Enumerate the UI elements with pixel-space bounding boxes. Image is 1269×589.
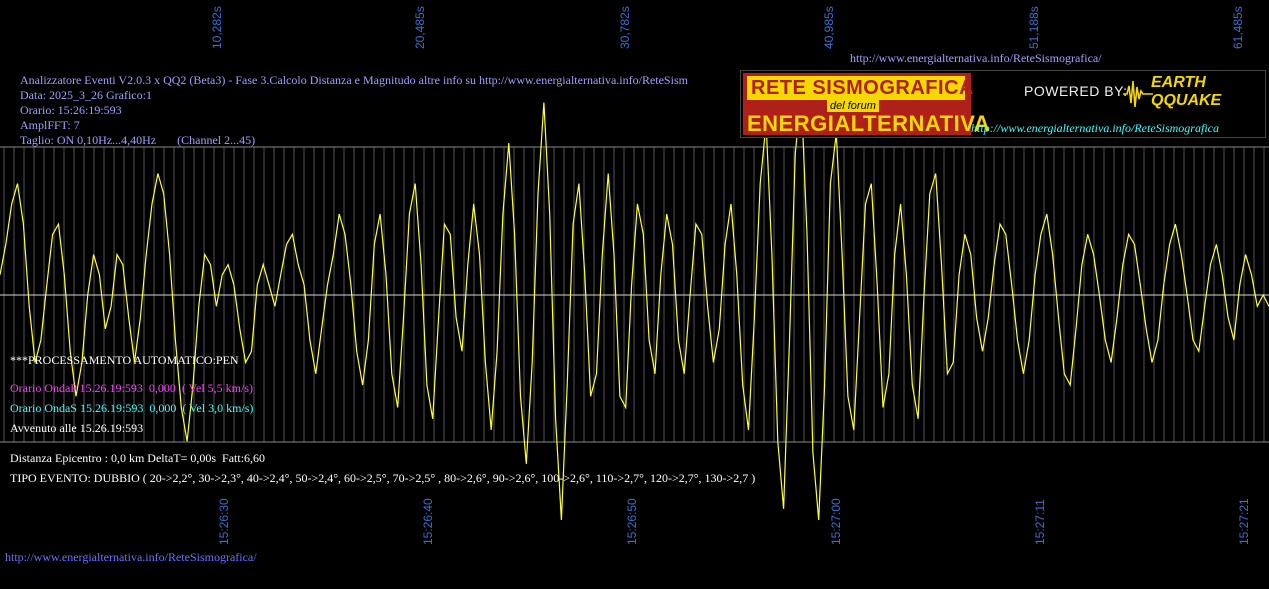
banner-powered-text: POWERED BY: bbox=[1024, 83, 1128, 99]
top-tick-label: 40,985s bbox=[822, 6, 836, 49]
onda-s-line: Orario OndaS 15.26.19:593 0,000 ( Vel 3,… bbox=[10, 401, 254, 415]
bottom-tick-label: 15:27:11 bbox=[1033, 499, 1047, 545]
title-line: Analizzatore Eventi V2.0.3 x QQ2 (Beta3)… bbox=[20, 73, 688, 87]
bottom-tick-label: 15:26:40 bbox=[421, 498, 435, 545]
footer-url[interactable]: http://www.energialternativa.info/ReteSi… bbox=[5, 550, 257, 564]
rete-sismografica-banner: RETE SISMOGRAFICA del forum ENERGIALTERN… bbox=[740, 70, 1266, 138]
top-tick-label: 10,282s bbox=[210, 6, 224, 49]
top-tick-label: 61,485s bbox=[1231, 6, 1245, 49]
tipo-evento-line: TIPO EVENTO: DUBBIO ( 20->2,2°, 30->2,3°… bbox=[10, 471, 756, 485]
banner-qquake-text: QQUAKE bbox=[1151, 92, 1222, 109]
top-tick-label: 20,485s bbox=[413, 6, 427, 49]
earthquake-wave-icon bbox=[1123, 80, 1153, 108]
bottom-tick-label: 15:27:00 bbox=[829, 498, 843, 545]
bottom-tick-label: 15:26:50 bbox=[625, 498, 639, 545]
top-tick-label: 51,188s bbox=[1027, 6, 1041, 49]
banner-url[interactable]: http://www.energialternativa.info/ReteSi… bbox=[971, 121, 1219, 135]
processing-status: ***PROCESSAMENTO AUTOMATICO:PEN bbox=[10, 353, 239, 367]
bottom-tick-label: 15:26:30 bbox=[217, 498, 231, 545]
data-line: Data: 2025_3_26 Grafico:1 bbox=[20, 88, 152, 102]
orario-line: Orario: 15:26:19:593 bbox=[20, 103, 122, 117]
avvenuto-line: Avvenuto alle 15.26.19:593 bbox=[10, 421, 144, 435]
banner-energia-text: ENERGIALTERNATIVA bbox=[747, 111, 991, 136]
onda-p-line: Orario OndaP 15.26.19:593 0,000 ( Vel 5,… bbox=[10, 381, 253, 395]
banner-forum-text: del forum bbox=[827, 100, 879, 112]
bottom-tick-label: 15:27:21 bbox=[1237, 498, 1251, 545]
taglio-line: Taglio: ON 0,10Hz...4,40Hz (Channel 2...… bbox=[20, 133, 256, 147]
banner-yellow-bar bbox=[747, 76, 965, 100]
banner-rete-text: RETE SISMOGRAFICA bbox=[751, 77, 974, 99]
ampl-line: AmplFFT: 7 bbox=[20, 118, 80, 132]
top-url[interactable]: http://www.energialternativa.info/ReteSi… bbox=[850, 51, 1102, 65]
seismic-trace bbox=[0, 92, 1269, 521]
top-tick-label: 30,782s bbox=[618, 6, 632, 49]
distanza-line: Distanza Epicentro : 0,0 km DeltaT= 0,00… bbox=[10, 451, 266, 465]
banner-earth-text: EARTH bbox=[1151, 74, 1206, 91]
